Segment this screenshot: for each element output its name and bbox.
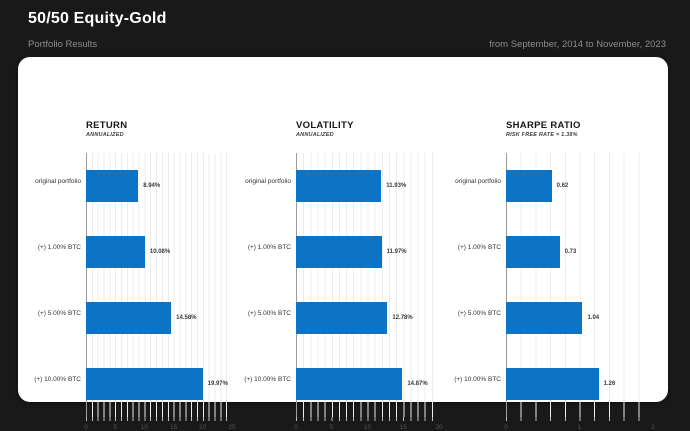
chart-title: VOLATILITY <box>296 120 354 131</box>
bar-value-label: 8.94% <box>143 183 161 189</box>
category-label: (+) 5.00% BTC <box>457 310 501 317</box>
chart-title: SHARPE RATIO <box>506 120 581 131</box>
chart-row: (+) 10.00% BTC 14.87% <box>244 351 439 417</box>
bar-value-label: 1.26 <box>603 381 616 387</box>
data-bar <box>296 236 382 268</box>
bar-value-label: 11.93% <box>386 183 407 189</box>
data-bar <box>506 302 583 334</box>
chart-row: (+) 1.00% BTC 11.97% <box>248 219 439 285</box>
data-bar <box>296 302 388 334</box>
results-card: RETURN ANNUALIZED original portfolio 8.94%(… <box>18 57 668 431</box>
axis-tick-marks <box>86 417 232 421</box>
x-tick-label: 20 <box>199 424 207 431</box>
chart-subtitle: RISK FREE RATE = 1.38% <box>506 132 578 138</box>
x-tick-label: 15 <box>169 424 178 431</box>
x-tick-label: 20 <box>435 424 443 431</box>
bar-value-label: 11.97% <box>386 249 407 255</box>
chart-row: original portfolio 8.94% <box>35 153 232 219</box>
axis-tick-marks <box>296 417 439 421</box>
page-subtitle: Portfolio Results <box>28 39 98 50</box>
category-label: (+) 10.00% BTC <box>244 376 291 383</box>
category-label: (+) 10.00% BTC <box>454 376 501 383</box>
x-tick-label: 0 <box>294 424 298 431</box>
chart-row: (+) 1.00% BTC 10.08% <box>38 219 232 285</box>
axis-tick-marks <box>506 417 653 421</box>
category-label: original portfolio <box>35 178 81 185</box>
data-bar <box>86 236 145 268</box>
data-bar <box>506 236 560 268</box>
x-tick-label: 15 <box>399 424 407 431</box>
chart-sharpe-ratio: SHARPE RATIO RISK FREE RATE = 1.38% origin… <box>454 120 655 431</box>
data-bar <box>86 170 139 202</box>
chart-row: (+) 5.00% BTC 12.78% <box>248 285 439 351</box>
category-label: (+) 1.00% BTC <box>457 244 501 251</box>
chart-row: (+) 5.00% BTC 1.04 <box>458 285 653 351</box>
bar-value-label: 1.04 <box>587 315 600 321</box>
bar-value-label: 0.73 <box>564 249 577 255</box>
category-label: (+) 5.00% BTC <box>247 310 291 317</box>
chart-row: original portfolio 11.93% <box>245 153 439 219</box>
bar-value-label: 14.87% <box>407 381 428 387</box>
data-bar <box>86 302 172 334</box>
x-tick-label: 1 <box>577 424 582 431</box>
chart-volatility: VOLATILITY ANNUALIZED original portfolio 11… <box>244 120 442 431</box>
bar-value-label: 14.58% <box>176 315 197 321</box>
date-range-label: from September, 2014 to November, 2023 <box>489 39 666 50</box>
data-bar <box>296 368 403 400</box>
chart-row: original portfolio 0.62 <box>455 153 653 219</box>
bar-value-label: 10.08% <box>149 249 171 255</box>
x-tick-label: 5 <box>329 424 334 431</box>
category-label: (+) 10.00% BTC <box>34 376 81 383</box>
chart-return: RETURN ANNUALIZED original portfolio 8.94% (… <box>34 120 235 431</box>
x-tick-label: 2 <box>651 424 655 431</box>
x-tick-label: 10 <box>363 424 372 431</box>
chart-subtitle: ANNUALIZED <box>86 132 124 138</box>
category-label: original portfolio <box>245 178 291 185</box>
category-label: (+) 5.00% BTC <box>37 310 81 317</box>
page-title: 50/50 Equity-Gold <box>28 10 167 27</box>
x-tick-label: 0 <box>84 424 88 431</box>
bar-value-label: 12.78% <box>392 315 413 321</box>
chart-row: (+) 10.00% BTC 19.97% <box>34 351 232 417</box>
bar-value-label: 19.97% <box>207 381 228 387</box>
category-label: (+) 1.00% BTC <box>247 244 291 251</box>
chart-title: RETURN <box>86 120 128 131</box>
portfolio-results-page: { "header": { "title": "50/50 Equity-Gol… <box>18 10 668 431</box>
data-bar <box>506 170 552 202</box>
category-label: (+) 1.00% BTC <box>37 244 81 251</box>
data-bar <box>296 170 382 202</box>
category-label: original portfolio <box>455 178 501 185</box>
x-tick-label: 10 <box>140 424 149 431</box>
x-tick-label: 0 <box>504 424 508 431</box>
chart-row: (+) 1.00% BTC 0.73 <box>458 219 653 285</box>
chart-subtitle: ANNUALIZED <box>296 132 334 138</box>
chart-row: (+) 5.00% BTC 14.58% <box>38 285 232 351</box>
x-tick-label: 5 <box>113 424 117 431</box>
x-tick-label: 25 <box>228 424 236 431</box>
bar-value-label: 0.62 <box>556 183 569 189</box>
data-bar <box>506 368 599 400</box>
chart-row: (+) 10.00% BTC 1.26 <box>454 351 653 417</box>
data-bar <box>86 368 203 400</box>
